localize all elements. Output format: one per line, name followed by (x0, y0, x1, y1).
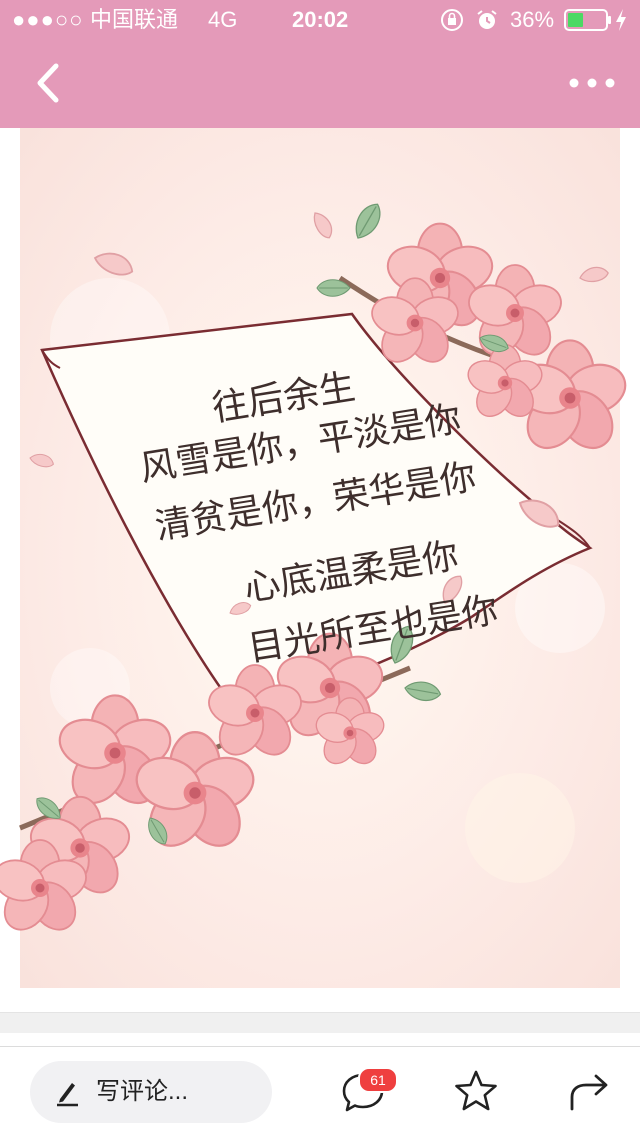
nav-bar (0, 40, 640, 128)
clock: 20:02 (292, 7, 349, 32)
share-arrow-icon[interactable] (566, 1069, 612, 1115)
battery-icon (564, 9, 611, 31)
write-comment-input[interactable]: 写评论... (30, 1061, 272, 1123)
comment-placeholder: 写评论... (96, 1078, 189, 1105)
charging-icon (616, 9, 626, 31)
rotation-lock-icon (441, 9, 463, 31)
poem-text: 往后余生 风雪是你，平淡是你 清贫是你，荣华是你 心底温柔是你 目光所至也是你 (0, 128, 640, 1012)
alarm-icon (477, 10, 497, 29)
status-bar: ●●●○○ 中国联通 4G 20:02 36% (0, 0, 640, 40)
top-bar: ●●●○○ 中国联通 4G 20:02 36% (0, 0, 640, 128)
more-options-button[interactable] (566, 68, 618, 98)
battery-percentage: 36% (510, 7, 555, 32)
section-divider (0, 1012, 640, 1033)
network-type: 4G (208, 7, 238, 32)
poem-illustration (0, 128, 640, 1012)
article-content: 往后余生 风雪是你，平淡是你 清贫是你，荣华是你 心底温柔是你 目光所至也是你 (0, 128, 640, 1012)
bottom-action-bar: 写评论... 61 (0, 1046, 640, 1137)
back-button[interactable] (26, 58, 76, 108)
pencil-icon (57, 1083, 78, 1107)
carrier-name: 中国联通 (90, 7, 179, 32)
signal-strength: ●●●○○ (12, 7, 84, 32)
comment-count-badge: 61 (358, 1067, 398, 1093)
star-icon[interactable] (452, 1067, 500, 1115)
